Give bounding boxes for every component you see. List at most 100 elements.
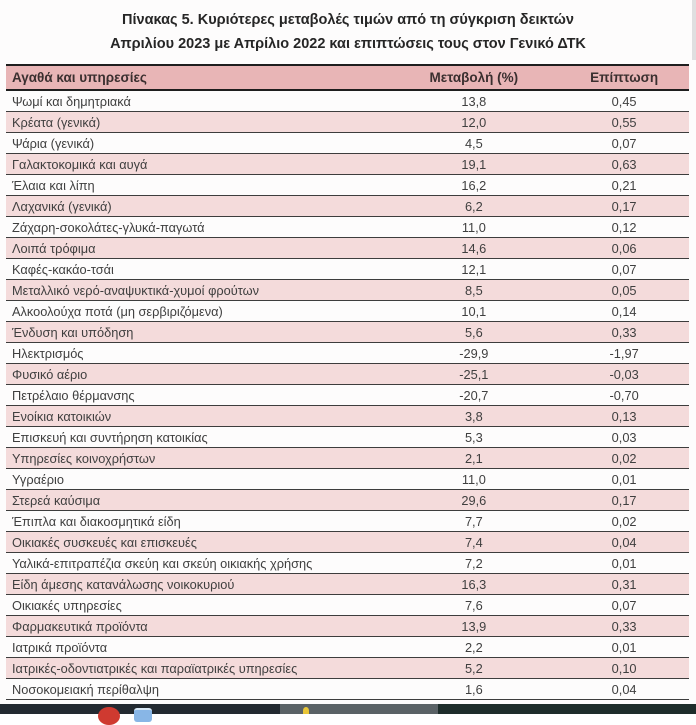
table-row: Πετρέλαιο θέρμανσης -20,7 -0,70 bbox=[6, 384, 689, 406]
item-name: Κρέατα (γενικά) bbox=[6, 111, 389, 133]
impact-value: 0,17 bbox=[559, 489, 689, 511]
change-value: 2,2 bbox=[388, 636, 560, 658]
table-row: Υπηρεσίες κοινοχρήστων 2,1 0,02 bbox=[6, 447, 689, 469]
change-value: 13,8 bbox=[388, 90, 560, 112]
item-name: Λαχανικά (γενικά) bbox=[6, 195, 389, 217]
blue-window-icon[interactable] bbox=[134, 708, 152, 722]
impact-value: 0,17 bbox=[559, 195, 689, 217]
table-row: Έλαια και λίπη 16,2 0,21 bbox=[6, 174, 689, 196]
change-value: 19,1 bbox=[388, 153, 560, 175]
change-value: 7,7 bbox=[388, 510, 560, 532]
table-row: Υγραέριο 11,0 0,01 bbox=[6, 468, 689, 490]
impact-value: 0,10 bbox=[559, 657, 689, 679]
impact-value: 0,05 bbox=[559, 279, 689, 301]
item-name: Ιατρικές-οδοντιατρικές και παραϊατρικές … bbox=[6, 657, 389, 679]
impact-value: 0,63 bbox=[559, 153, 689, 175]
table-row: Οικιακές συσκευές και επισκευές 7,4 0,04 bbox=[6, 531, 689, 553]
impact-value: -0,70 bbox=[559, 384, 689, 406]
table-row: Λοιπά τρόφιμα 14,6 0,06 bbox=[6, 237, 689, 259]
price-changes-table: Αγαθά και υπηρεσίες Μεταβολή (%) Επίπτωσ… bbox=[6, 64, 689, 700]
impact-value: 0,07 bbox=[559, 258, 689, 280]
change-value: 11,0 bbox=[388, 216, 560, 238]
item-name: Γαλακτοκομικά και αυγά bbox=[6, 153, 389, 175]
change-value: 3,8 bbox=[388, 405, 560, 427]
impact-value: 0,02 bbox=[559, 510, 689, 532]
impact-value: 0,02 bbox=[559, 447, 689, 469]
column-header-goods-services: Αγαθά και υπηρεσίες bbox=[6, 64, 389, 91]
impact-value: 0,01 bbox=[559, 552, 689, 574]
table-row: Φαρμακευτικά προϊόντα 13,9 0,33 bbox=[6, 615, 689, 637]
change-value: 4,5 bbox=[388, 132, 560, 154]
item-name: Φυσικό αέριο bbox=[6, 363, 389, 385]
item-name: Υαλικά-επιτραπέζια σκεύη και σκεύη οικια… bbox=[6, 552, 389, 574]
table-row: Επισκευή και συντήρηση κατοικίας 5,3 0,03 bbox=[6, 426, 689, 448]
item-name: Ηλεκτρισμός bbox=[6, 342, 389, 364]
item-name: Ψωμί και δημητριακά bbox=[6, 90, 389, 112]
table-row: Γαλακτοκομικά και αυγά 19,1 0,63 bbox=[6, 153, 689, 175]
item-name: Στερεά καύσιμα bbox=[6, 489, 389, 511]
table-row: Ιατρικά προϊόντα 2,2 0,01 bbox=[6, 636, 689, 658]
item-name: Έπιπλα και διακοσμητικά είδη bbox=[6, 510, 389, 532]
taskbar-teal-segment bbox=[438, 704, 696, 714]
impact-value: -0,03 bbox=[559, 363, 689, 385]
impact-value: 0,01 bbox=[559, 636, 689, 658]
table-header-row: Αγαθά και υπηρεσίες Μεταβολή (%) Επίπτωσ… bbox=[6, 64, 689, 91]
impact-value: 0,04 bbox=[559, 678, 689, 700]
item-name: Μεταλλικό νερό-αναψυκτικά-χυμοί φρούτων bbox=[6, 279, 389, 301]
item-name: Ιατρικά προϊόντα bbox=[6, 636, 389, 658]
impact-value: 0,33 bbox=[559, 321, 689, 343]
table-body: Ψωμί και δημητριακά 13,8 0,45 Κρέατα (γενικ… bbox=[6, 90, 689, 700]
change-value: 8,5 bbox=[388, 279, 560, 301]
taskbar-gray-segment bbox=[280, 704, 438, 714]
change-value: 7,2 bbox=[388, 552, 560, 574]
table-row: Υαλικά-επιτραπέζια σκεύη και σκεύη οικια… bbox=[6, 552, 689, 574]
impact-value: 0,07 bbox=[559, 594, 689, 616]
table-row: Είδη άμεσης κατανάλωσης νοικοκυριού 16,3 0… bbox=[6, 573, 689, 595]
table-row: Ψάρια (γενικά) 4,5 0,07 bbox=[6, 132, 689, 154]
change-value: 2,1 bbox=[388, 447, 560, 469]
change-value: -25,1 bbox=[388, 363, 560, 385]
change-value: 5,3 bbox=[388, 426, 560, 448]
impact-value: 0,21 bbox=[559, 174, 689, 196]
change-value: 11,0 bbox=[388, 468, 560, 490]
item-name: Επισκευή και συντήρηση κατοικίας bbox=[6, 426, 389, 448]
impact-value: 0,04 bbox=[559, 531, 689, 553]
table-row: Οικιακές υπηρεσίες 7,6 0,07 bbox=[6, 594, 689, 616]
taskbar-fragment bbox=[0, 704, 696, 725]
item-name: Είδη άμεσης κατανάλωσης νοικοκυριού bbox=[6, 573, 389, 595]
table-row: Στερεά καύσιμα 29,6 0,17 bbox=[6, 489, 689, 511]
table-row: Αλκοολούχα ποτά (μη σερβιριζόμενα) 10,1 0,… bbox=[6, 300, 689, 322]
item-name: Οικιακές υπηρεσίες bbox=[6, 594, 389, 616]
table-row: Κρέατα (γενικά) 12,0 0,55 bbox=[6, 111, 689, 133]
table-row: Ένδυση και υπόδηση 5,6 0,33 bbox=[6, 321, 689, 343]
item-name: Υπηρεσίες κοινοχρήστων bbox=[6, 447, 389, 469]
item-name: Έλαια και λίπη bbox=[6, 174, 389, 196]
red-circle-icon[interactable] bbox=[98, 707, 120, 725]
table-row: Καφές-κακάο-τσάι 12,1 0,07 bbox=[6, 258, 689, 280]
change-value: 12,0 bbox=[388, 111, 560, 133]
column-header-change-pct: Μεταβολή (%) bbox=[388, 64, 560, 91]
table-row: Λαχανικά (γενικά) 6,2 0,17 bbox=[6, 195, 689, 217]
change-value: 12,1 bbox=[388, 258, 560, 280]
yellow-dot-icon[interactable] bbox=[303, 707, 309, 714]
item-name: Υγραέριο bbox=[6, 468, 389, 490]
change-value: 7,6 bbox=[388, 594, 560, 616]
change-value: -20,7 bbox=[388, 384, 560, 406]
column-header-impact: Επίπτωση bbox=[559, 64, 689, 91]
impact-value: 0,31 bbox=[559, 573, 689, 595]
item-name: Ένδυση και υπόδηση bbox=[6, 321, 389, 343]
table-title: Πίνακας 5. Κυριότερες μεταβολές τιμών απ… bbox=[0, 0, 696, 56]
item-name: Πετρέλαιο θέρμανσης bbox=[6, 384, 389, 406]
impact-value: 0,01 bbox=[559, 468, 689, 490]
item-name: Ψάρια (γενικά) bbox=[6, 132, 389, 154]
item-name: Φαρμακευτικά προϊόντα bbox=[6, 615, 389, 637]
item-name: Ενοίκια κατοικιών bbox=[6, 405, 389, 427]
table-row: Νοσοκομειακή περίθαλψη 1,6 0,04 bbox=[6, 678, 689, 700]
change-value: 10,1 bbox=[388, 300, 560, 322]
impact-value: 0,12 bbox=[559, 216, 689, 238]
table-row: Μεταλλικό νερό-αναψυκτικά-χυμοί φρούτων 8… bbox=[6, 279, 689, 301]
change-value: 16,2 bbox=[388, 174, 560, 196]
impact-value: 0,07 bbox=[559, 132, 689, 154]
impact-value: -1,97 bbox=[559, 342, 689, 364]
